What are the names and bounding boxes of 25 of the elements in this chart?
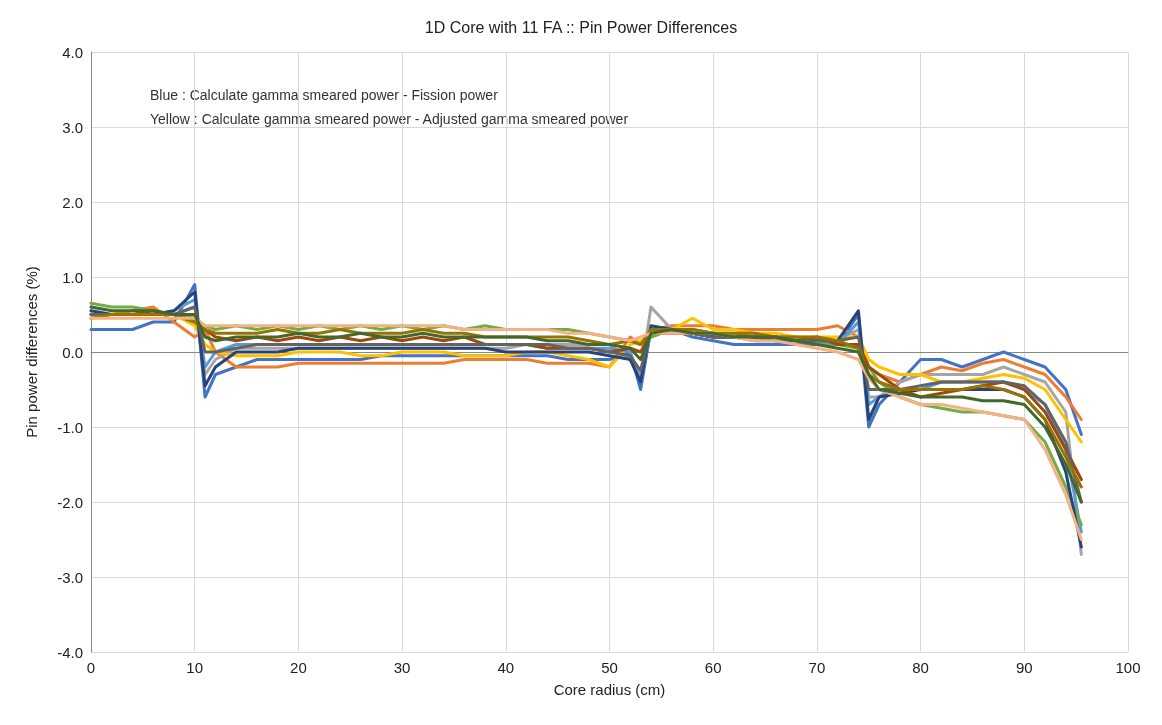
annotation: Blue : Calculate gamma smeared power - Fission power [150,87,499,103]
y-tick-label: 2.0 [62,193,83,211]
y-tick-label: -2.0 [57,493,83,511]
x-tick-label: 10 [186,659,204,676]
y-tick-label: -1.0 [57,418,83,436]
x-tick-label: 60 [704,659,722,676]
x-axis-title: Core radius (cm) [553,681,666,698]
y-axis-title: Pin power differences (%) [23,266,40,438]
x-tick-label: 90 [1015,659,1033,676]
annotation: Yellow : Calculate gamma smeared power - Adjusted gamma smeared power [150,111,629,127]
x-tick-label: 20 [290,659,307,676]
chart-title: 1D Core with 11 FA :: Pin Power Differences [424,18,738,36]
x-tick-label: 30 [393,659,411,676]
x-tick-label: 70 [808,659,826,676]
y-tick-label: 1.0 [62,268,83,286]
y-tick-label: 3.0 [62,118,83,136]
x-tick-label: 100 [1115,659,1141,676]
y-tick-label: -3.0 [57,568,83,586]
x-tick-label: 80 [912,659,929,676]
x-tick-label: 40 [497,659,515,676]
y-tick-label: -4.0 [57,643,83,661]
x-tick-label: 50 [601,659,618,676]
x-tick-label: 0 [86,659,96,676]
y-tick-label: 4.0 [62,43,83,61]
y-tick-label: 0.0 [62,343,83,361]
